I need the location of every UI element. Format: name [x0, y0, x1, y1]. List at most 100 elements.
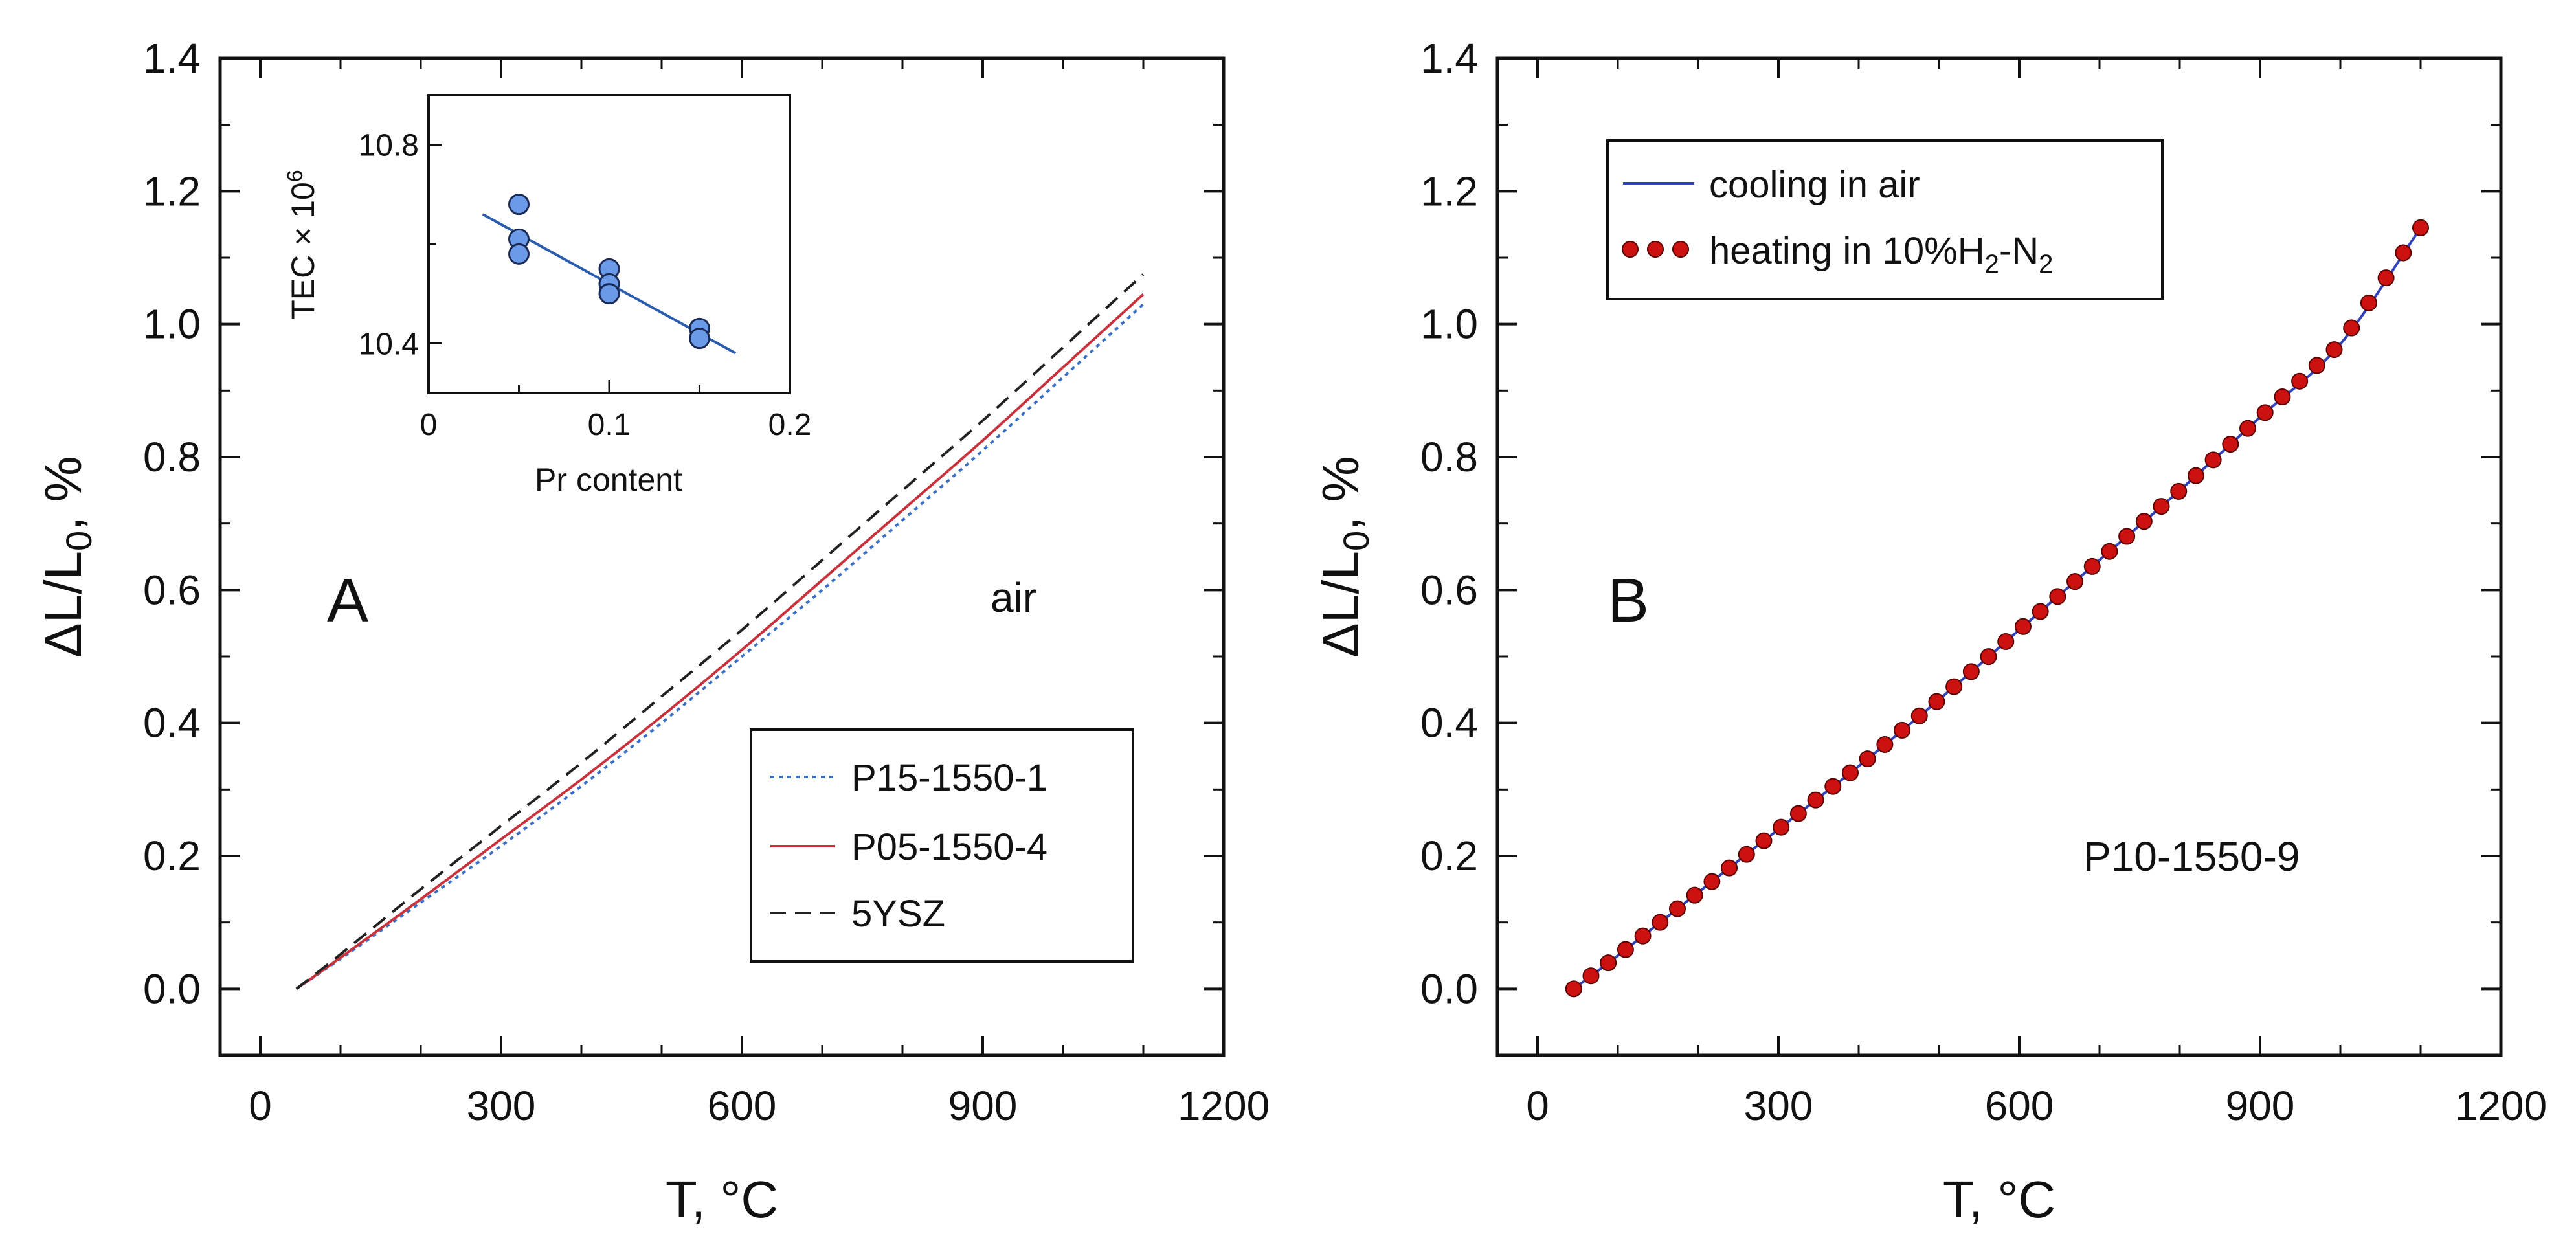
panel-a-x-tick-label: 0 — [249, 1083, 272, 1129]
panel-a-x-tick-label: 1200 — [1178, 1083, 1270, 1129]
heating-marker — [2066, 573, 2084, 590]
heating-marker — [1824, 778, 1842, 795]
heating-marker — [1997, 633, 2015, 650]
panel-b-y-tick-label: 0.4 — [1420, 700, 1478, 746]
heating-marker — [2308, 357, 2325, 374]
panel-a-y-tick-label: 1.4 — [143, 35, 201, 82]
legend-label-p05: P05-1550-4 — [851, 826, 1047, 868]
legend-swatch-heating-dot — [1672, 241, 1689, 258]
heating-marker — [2014, 618, 2032, 635]
series-line-p05-1550-4 — [295, 293, 1145, 990]
panel-b-y-tick-label: 1.2 — [1420, 168, 1478, 214]
panel-a-y-tick-label: 0.0 — [143, 965, 201, 1012]
inset-x-axis-title: Pr content — [535, 462, 682, 498]
heating-marker — [1755, 832, 1773, 849]
heating-marker — [1910, 707, 1928, 724]
heating-marker — [2343, 319, 2360, 337]
panel-b-legend: cooling in air heating in 10%H2-N2 — [1606, 139, 2164, 300]
inset-x-tick-label: 0 — [420, 408, 438, 442]
panel-a-annotation: air — [991, 574, 1036, 621]
heating-marker — [1738, 846, 1755, 863]
heating-marker — [2170, 482, 2188, 500]
heating-marker — [1841, 764, 1859, 781]
heating-marker — [2291, 372, 2309, 390]
heating-marker — [1945, 678, 1963, 695]
panel-a-x-axis-title: T, °C — [666, 1171, 778, 1228]
heating-marker — [2377, 269, 2395, 287]
panel-b-x-tick-label: 1200 — [2455, 1083, 2547, 1129]
heating-marker — [2187, 467, 2204, 484]
inset-data-point — [689, 328, 710, 350]
heating-marker — [2239, 420, 2257, 437]
panel-b-y-tick-label: 1.4 — [1420, 35, 1478, 82]
heating-marker — [1962, 663, 1980, 680]
legend-swatch-heating-dot — [1647, 241, 1664, 258]
panel-a-letter: A — [327, 566, 368, 635]
heating-marker — [1686, 886, 1703, 904]
panel-b-x-tick-label: 600 — [1985, 1083, 2054, 1129]
panel-a-inset: 0 0.1 0.2 10.4 10.8 Pr content TEC × 106 — [283, 94, 812, 498]
panel-b-x-tick-label: 300 — [1744, 1083, 1813, 1129]
heating-marker — [1721, 859, 1738, 877]
inset-x-tick-label: 0.2 — [768, 408, 812, 442]
legend-label-cooling: cooling in air — [1709, 164, 1920, 206]
b-y-title-tail: , % — [1312, 456, 1369, 531]
y-title-tail: , % — [34, 456, 92, 531]
heating-marker — [2204, 451, 2222, 469]
heating-marker — [1894, 721, 1911, 739]
panel-b-axes: 0 300 600 900 1200 0.0 0.2 0.4 0.6 0.8 1.0 1.2 1.4 — [1420, 35, 2547, 1129]
heating-marker — [1668, 900, 1686, 917]
heating-marker — [1703, 873, 1721, 890]
legend-label-p15: P15-1550-1 — [851, 757, 1047, 799]
heating-marker — [2395, 244, 2412, 262]
inset-y-tick-label: 10.8 — [359, 129, 419, 163]
inset-y-title-superscript: 6 — [283, 170, 308, 182]
panel-b-annotation: P10-1550-9 — [2083, 833, 2300, 880]
heating-marker — [2325, 341, 2343, 359]
legend-swatch-heating-dot — [1622, 241, 1639, 258]
panel-a-plot-frame — [218, 56, 1226, 1057]
inset-y-tick-label: 10.4 — [359, 327, 419, 361]
panel-b-y-tick-label: 0.6 — [1420, 567, 1478, 613]
panel-b-x-tick-label: 0 — [1526, 1083, 1549, 1129]
b-y-title-main: ΔL/L — [1312, 551, 1369, 658]
panel-b-y-tick-label: 0.8 — [1420, 434, 1478, 480]
series-line-5ysz — [295, 273, 1145, 990]
panel-a-y-tick-label: 1.0 — [143, 301, 201, 348]
heating-marker — [1582, 967, 1600, 985]
heating-label-sub1: 2 — [1985, 250, 1999, 278]
heating-marker — [2153, 498, 2170, 515]
panel-b-series — [1565, 219, 2429, 998]
panel-a-y-tick-label: 1.2 — [143, 168, 201, 214]
heating-label-mid: -N — [1999, 230, 2039, 272]
heating-marker — [2412, 219, 2429, 236]
heating-marker — [1773, 818, 1790, 836]
panel-b-y-tick-label: 0.0 — [1420, 965, 1478, 1012]
heating-marker — [2360, 294, 2377, 311]
inset-axes: 0 0.1 0.2 10.4 10.8 — [359, 129, 812, 442]
panel-a-axes: 0 300 600 900 1200 0.0 0.2 0.4 0.6 0.8 1.0 1.2 1.4 — [143, 35, 1270, 1129]
b-y-title-subscript: 0 — [1336, 531, 1376, 551]
panel-b: 0 300 600 900 1200 0.0 0.2 0.4 0.6 0.8 1.0 1.2 1.4 B… — [1312, 35, 2547, 1228]
legend-label-5ysz: 5YSZ — [851, 893, 945, 935]
panel-b-y-tick-label: 0.2 — [1420, 833, 1478, 879]
heating-marker — [1876, 735, 1894, 753]
heating-label-main: heating in 10%H — [1709, 230, 1985, 272]
panel-b-y-tick-label: 1.0 — [1420, 301, 1478, 348]
heating-marker — [1789, 805, 1807, 822]
panel-a-y-tick-label: 0.4 — [143, 700, 201, 746]
y-title-subscript: 0 — [58, 531, 99, 551]
panel-b-letter: B — [1607, 566, 1649, 635]
heating-marker — [1600, 954, 1617, 972]
heating-marker — [2101, 543, 2118, 560]
heating-marker — [1980, 648, 1997, 666]
inset-x-tick-label: 0.1 — [588, 408, 631, 442]
panel-a-x-tick-label: 300 — [467, 1083, 536, 1129]
heating-marker — [1634, 927, 1652, 945]
heating-marker — [2135, 513, 2153, 530]
panel-a-x-tick-label: 600 — [708, 1083, 777, 1129]
heating-marker — [2118, 528, 2136, 545]
panel-b-plot-frame — [1495, 56, 2503, 1057]
